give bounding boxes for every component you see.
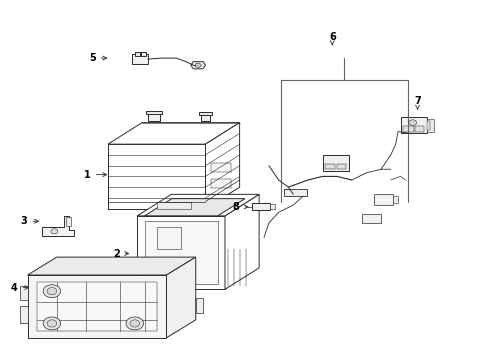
Polygon shape <box>200 114 210 121</box>
Text: 5: 5 <box>89 53 106 63</box>
Polygon shape <box>199 112 211 116</box>
Bar <box>402 126 413 132</box>
Bar <box>325 164 334 169</box>
Polygon shape <box>20 286 27 300</box>
Text: 8: 8 <box>232 202 247 212</box>
Polygon shape <box>322 155 348 171</box>
Circle shape <box>47 288 57 295</box>
Polygon shape <box>400 117 427 134</box>
Circle shape <box>130 320 140 327</box>
Text: 7: 7 <box>413 96 420 109</box>
Polygon shape <box>27 257 195 275</box>
Circle shape <box>51 229 58 234</box>
Polygon shape <box>146 111 162 114</box>
Circle shape <box>47 320 57 327</box>
Bar <box>157 202 191 210</box>
Polygon shape <box>108 144 205 209</box>
Polygon shape <box>283 189 306 196</box>
Bar <box>157 228 181 249</box>
Bar <box>210 195 231 204</box>
Polygon shape <box>392 196 397 203</box>
Polygon shape <box>205 123 239 209</box>
Polygon shape <box>65 217 71 226</box>
Polygon shape <box>251 203 270 211</box>
Polygon shape <box>361 214 380 223</box>
Polygon shape <box>141 52 146 55</box>
Polygon shape <box>166 264 185 279</box>
Polygon shape <box>27 275 166 338</box>
Polygon shape <box>195 298 203 313</box>
Polygon shape <box>108 123 239 144</box>
Bar <box>414 126 423 132</box>
Polygon shape <box>144 199 244 216</box>
Polygon shape <box>20 306 27 323</box>
Polygon shape <box>132 54 148 64</box>
Bar <box>336 164 345 169</box>
Polygon shape <box>144 221 217 284</box>
Circle shape <box>43 285 61 298</box>
Polygon shape <box>42 216 74 235</box>
Circle shape <box>408 120 416 126</box>
Bar <box>210 179 231 188</box>
Bar <box>210 163 231 172</box>
Polygon shape <box>270 204 275 210</box>
Polygon shape <box>373 194 392 205</box>
Circle shape <box>43 317 61 330</box>
Text: 6: 6 <box>328 32 335 45</box>
Circle shape <box>126 317 143 330</box>
Polygon shape <box>190 62 205 69</box>
Polygon shape <box>137 216 224 289</box>
Text: 1: 1 <box>84 170 106 180</box>
Circle shape <box>195 63 201 67</box>
Text: 3: 3 <box>20 216 38 226</box>
Polygon shape <box>137 194 259 216</box>
Polygon shape <box>135 52 140 55</box>
Polygon shape <box>148 113 160 121</box>
Polygon shape <box>427 119 433 132</box>
Polygon shape <box>166 257 195 338</box>
Polygon shape <box>224 194 259 289</box>
Text: 2: 2 <box>113 248 128 258</box>
Text: 4: 4 <box>11 283 28 293</box>
Bar <box>37 282 157 330</box>
Polygon shape <box>427 121 429 130</box>
